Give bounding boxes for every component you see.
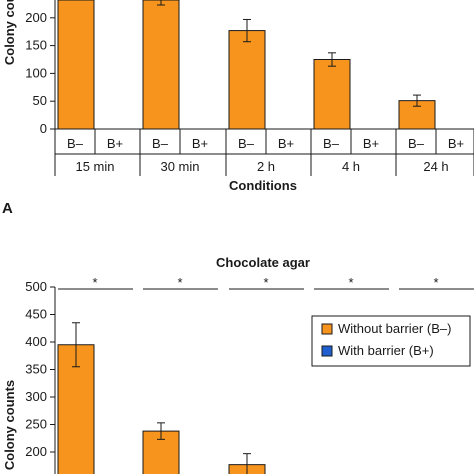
panel-a-subcategory-label: B– [238,136,255,151]
panel-b-y-axis-title: Colony counts [2,380,17,470]
panel-a-bar [313,59,351,130]
panel-a-group-label: 2 h [257,159,275,174]
panel-a-group-label: 4 h [342,159,360,174]
panel-a-bars [57,0,436,130]
panel-a-subcategory-label: B+ [192,136,208,151]
panel-b-significance-markers: * * * * * [58,275,474,290]
panel-a-bar [228,30,266,130]
panel-b-legend-swatch [321,323,333,335]
panel-a-y-tick-label: 0 [40,121,47,136]
panel-a-y-tick-label: 100 [25,65,47,80]
panel-a-group-label: 24 h [423,159,448,174]
panel-b-y-tick-label: 250 [25,417,47,432]
panel-a-subcategory-label: B– [323,136,340,151]
panel-b-significance-star: * [433,275,438,290]
panel-a-chart: Colony counts 0 50 100 150 200 B– B+ 15 min B– B… [2,0,474,217]
panel-a-subcategory-label: B+ [448,136,464,151]
panel-b-significance-star: * [263,275,268,290]
panel-a-group-label: 30 min [160,159,199,174]
panel-a-bar [57,0,95,130]
panel-a-subcategory-label: B– [67,136,84,151]
panel-b-legend-label: With barrier (B+) [338,343,434,358]
panel-a-y-tick-label: 150 [25,38,47,53]
panel-b-bars [57,322,266,474]
panel-a-x-axis-title: Conditions [229,178,297,193]
panel-b-legend-swatch [321,345,333,357]
panel-a-y-tick-label: 200 [25,10,47,25]
panel-b-y-tick-label: 450 [25,307,47,322]
panel-a-y-axis-title: Colony counts [2,0,17,65]
panel-b-chart-title: Chocolate agar [216,255,310,270]
panel-b-significance-star: * [92,275,97,290]
panel-a-group-label: 15 min [75,159,114,174]
panel-b-significance-star: * [177,275,182,290]
panel-b-y-tick-label: 300 [25,389,47,404]
panel-b-legend-label: Without barrier (B–) [338,321,451,336]
panel-b-significance-star: * [348,275,353,290]
panel-a-subcategory-label: B+ [278,136,294,151]
panel-b-legend: Without barrier (B–) With barrier (B+) [311,315,471,367]
panel-b-y-axis: 200 250 300 350 400 450 500 [25,279,56,474]
panel-b-y-tick-label: 400 [25,334,47,349]
panel-b-y-tick-label: 350 [25,362,47,377]
panel-a-subcategory-label: B– [408,136,425,151]
panel-b-y-tick-label: 500 [25,279,47,294]
panel-a-bar [142,0,180,130]
panel-a-subcategory-label: B+ [107,136,123,151]
panel-a-subcategory-label: B– [152,136,169,151]
panel-a-label: A [2,200,13,217]
panel-a-y-tick-label: 50 [33,93,47,108]
panel-a-y-axis: 0 50 100 150 200 [25,0,56,136]
panel-b-y-tick-label: 200 [25,444,47,459]
panel-b-chart: Chocolate agar * * * * * Colony counts 200 25… [2,255,474,474]
panel-a-subcategory-label: B+ [363,136,379,151]
panel-b-legend-frame [311,315,471,367]
